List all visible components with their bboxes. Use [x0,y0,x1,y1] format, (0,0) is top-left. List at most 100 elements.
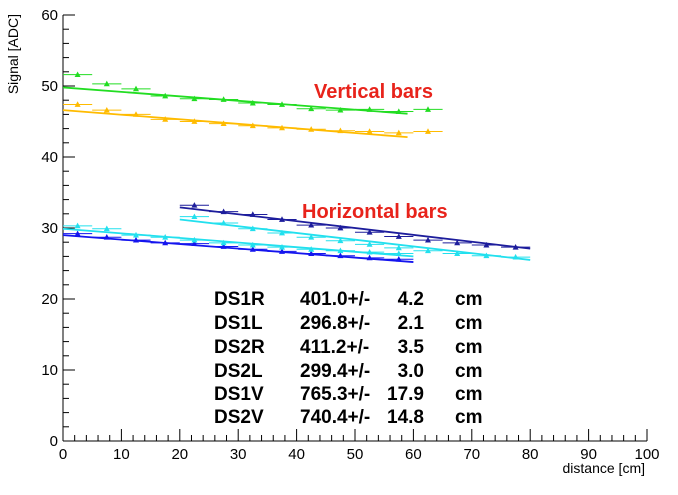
data-point-marker [103,80,110,87]
fit-line [62,86,408,115]
data-point-marker [191,240,198,247]
data-point-marker [337,252,344,259]
fit-value: 401.0+/- [300,289,370,310]
series-cyan-bottom [179,213,531,261]
data-point-marker [162,116,169,122]
labels: Signal [ADC] distance [cm] Vertical bars… [5,14,645,476]
fit-unit: cm [455,407,482,428]
data-point-marker [191,213,198,220]
fit-unit: cm [455,289,482,310]
data-point-marker [74,222,81,229]
data-point-marker [191,202,198,208]
y-tick-label: 0 [50,433,58,450]
fit-results-box: DS1R 401.0+/- 4.2 cm DS1L 296.8+/- 2.1 c… [214,289,482,428]
data-point-marker [366,248,373,255]
x-tick-label: 50 [347,446,364,463]
data-point-marker [279,248,285,254]
data-point-marker [162,92,169,99]
data-point-marker [133,111,139,117]
data-point-marker [279,101,285,107]
y-axis-title: Signal [ADC] [5,14,21,94]
data-point-marker [366,229,373,235]
data-point-marker [308,105,315,112]
data-point-marker [366,106,373,112]
data-point-marker [74,230,81,237]
data-point-marker [337,237,344,244]
data-point-marker [162,234,169,240]
data-point-marker [191,95,198,102]
data-point-marker [249,211,256,217]
data-point-marker [191,118,198,124]
data-point-marker [337,127,344,134]
x-tick-label: 0 [59,446,67,463]
data-point-marker [395,250,402,256]
fit-label: DS2V [214,407,264,428]
data-point-marker [454,250,461,256]
fit-error: 17.9 [387,384,424,405]
fit-unit: cm [455,313,482,334]
data-point-marker [249,225,256,232]
data-point-marker [425,247,431,254]
y-tick-label: 40 [41,149,58,166]
data-point-marker [454,239,461,246]
x-tick-label: 20 [171,446,188,463]
data-point-marker [366,128,373,134]
fit-value: 411.2+/- [300,337,369,358]
data-point-marker [74,101,81,107]
data-point-marker [220,243,227,249]
data-point-marker [425,106,431,112]
data-point-marker [395,108,402,114]
fit-label: DS2L [214,361,263,382]
data-point-marker [337,224,344,231]
fit-value: 299.4+/- [300,361,370,382]
x-tick-label: 40 [288,446,305,463]
data-point-marker [483,241,490,248]
data-point-marker [133,85,139,92]
fit-value: 740.4+/- [300,407,370,428]
data-point-marker [366,254,373,261]
data-point-marker [308,250,315,256]
data-point-marker [249,241,256,248]
x-tick-label: 90 [580,446,597,463]
data-point-marker [279,243,285,250]
data-point-marker [308,126,315,132]
y-tick-label: 20 [41,291,58,308]
series-blue [62,230,414,263]
fit-line [179,218,531,261]
data-point-marker [308,221,315,228]
x-axis-title: distance [cm] [563,460,645,476]
data-point-marker [103,234,110,240]
fit-unit: cm [455,337,482,358]
data-point-marker [395,129,402,136]
y-tick-label: 30 [41,220,58,237]
y-tick-label: 50 [41,78,58,95]
data-point-marker [337,247,344,254]
data-point-marker [308,246,315,252]
vertical-bars-annotation: Vertical bars [314,81,433,103]
data-point-marker [308,234,315,240]
series-cyan-top [62,222,414,258]
data-point-marker [133,236,139,243]
data-point-marker [512,253,519,260]
x-tick-label: 70 [463,446,480,463]
data-point-marker [220,208,227,215]
data-point-marker [162,239,169,246]
fit-label: DS1V [214,384,264,405]
data-point-marker [366,241,373,247]
x-tick-label: 80 [522,446,539,463]
fit-value: 296.8+/- [300,313,370,334]
data-point-marker [395,256,402,262]
fit-error: 2.1 [398,313,425,334]
series-layer [62,71,531,263]
data-point-marker [103,225,110,232]
fit-error: 14.8 [387,407,424,428]
fit-unit: cm [455,361,482,382]
data-point-marker [220,219,227,226]
data-point-marker [220,239,227,246]
data-point-marker [249,122,256,129]
fit-label: DS2R [214,337,265,358]
fit-error: 3.5 [398,337,425,358]
x-tick-label: 10 [113,446,130,463]
data-point-marker [191,236,198,243]
